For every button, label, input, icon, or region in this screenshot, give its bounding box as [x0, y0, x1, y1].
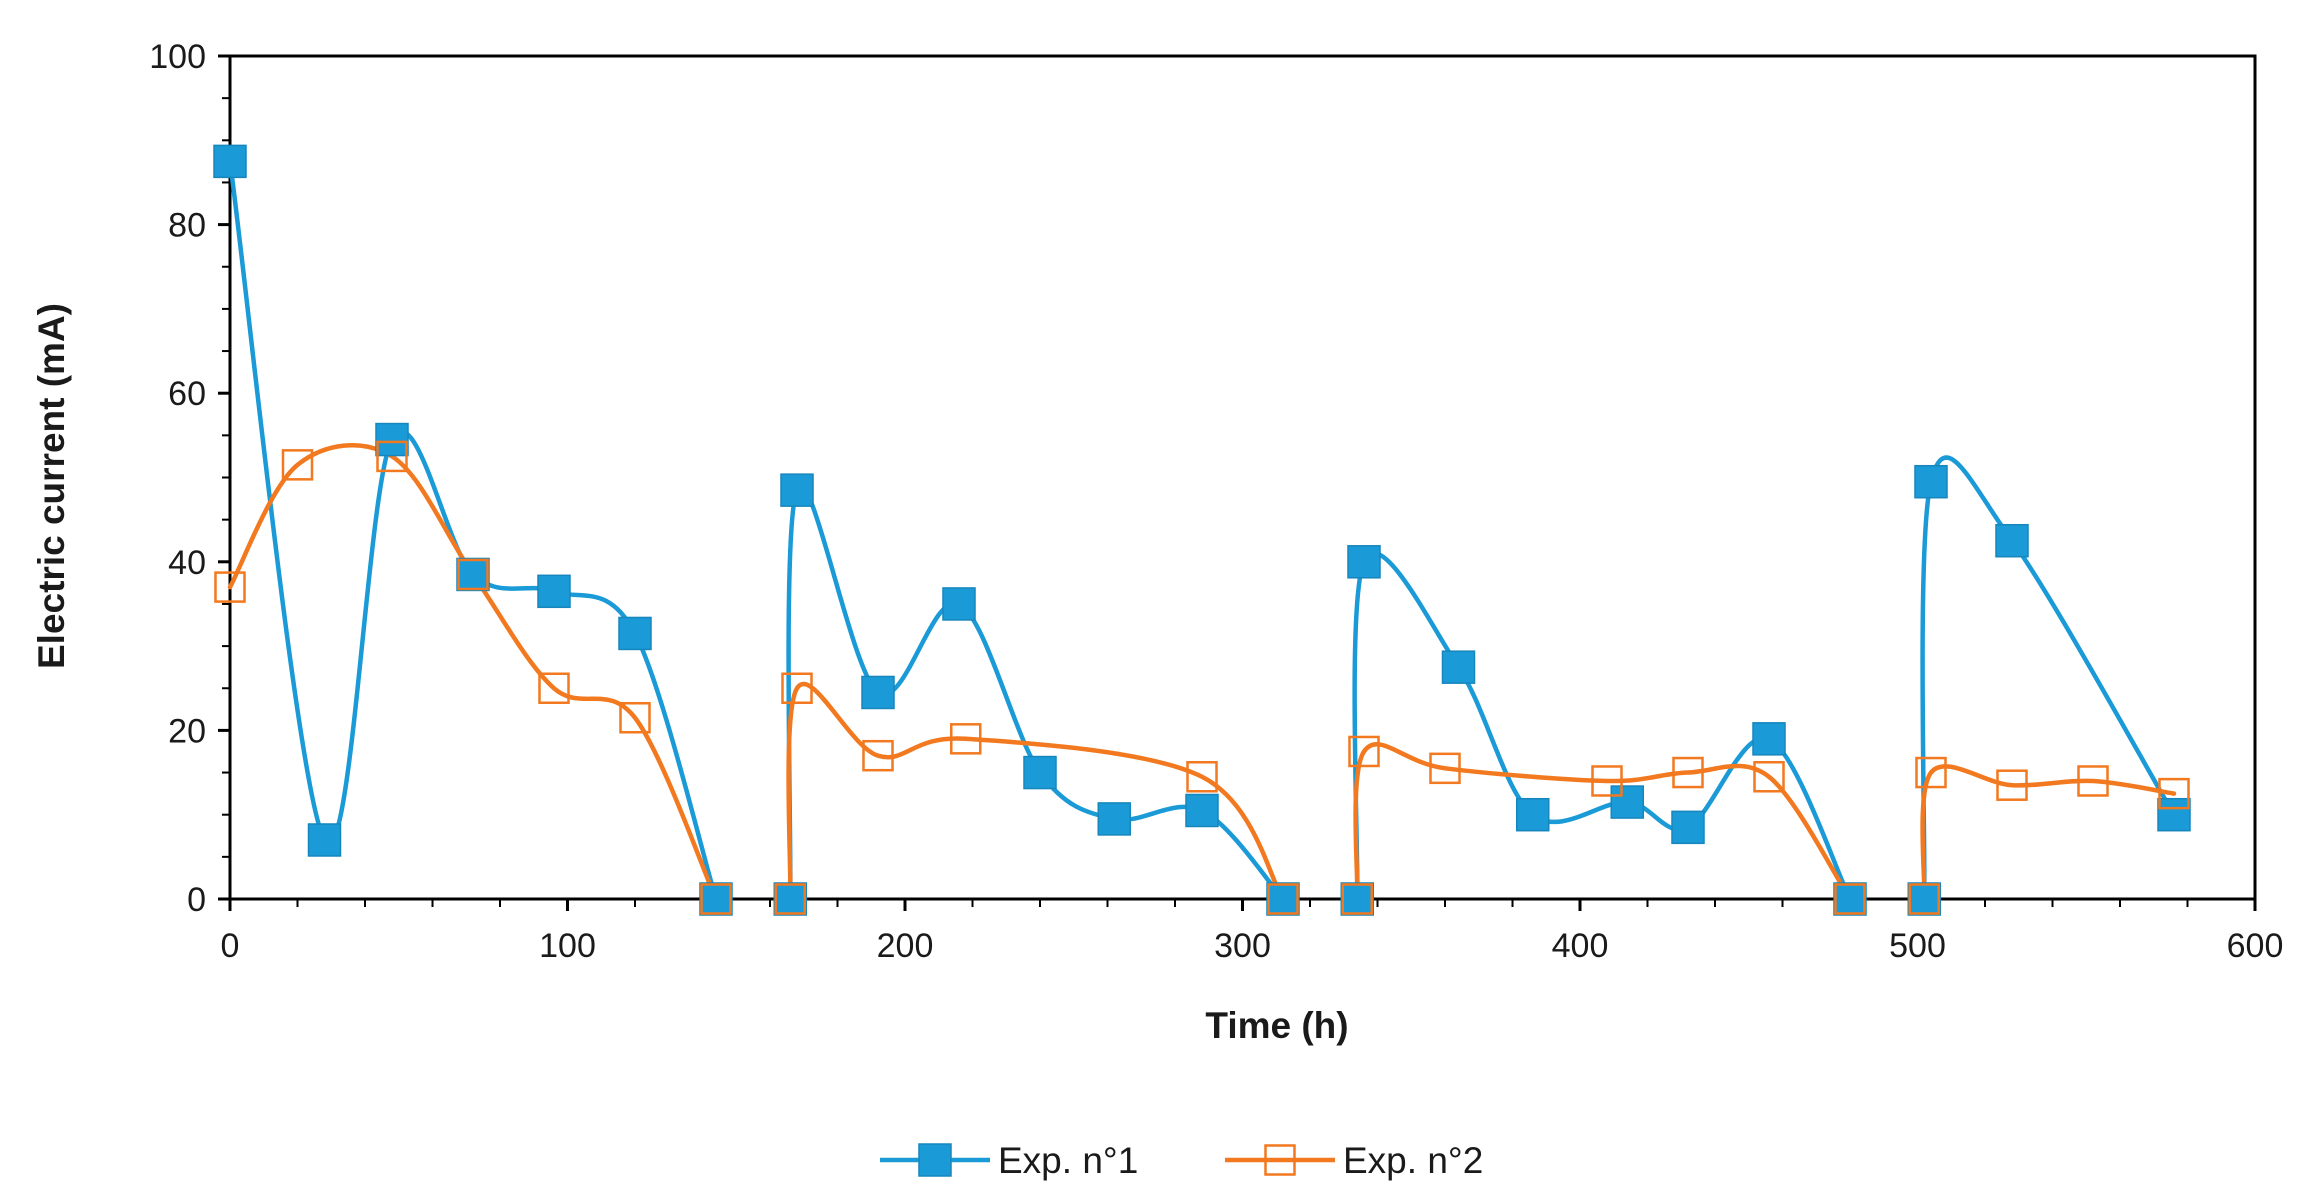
- marker-exp-n-1: [1671, 810, 1705, 845]
- marker-exp-n-2: [2077, 765, 2109, 797]
- marker-exp-n-1: [1340, 882, 1374, 916]
- marker-exp-n-2: [1834, 883, 1866, 915]
- x-tick-label: 300: [1214, 927, 1271, 965]
- marker-exp-n-2: [1267, 883, 1299, 915]
- marker-exp-n-2: [2158, 777, 2190, 810]
- marker-exp-n-1: [1023, 755, 1057, 790]
- marker-exp-n-2: [1753, 761, 1785, 793]
- marker-exp-n-1: [942, 587, 976, 621]
- marker-exp-n-2: [950, 723, 982, 755]
- marker-exp-n-2: [862, 739, 894, 772]
- x-tick-label: 600: [2227, 927, 2284, 965]
- marker-exp-n-2: [1348, 735, 1380, 768]
- marker-exp-n-1: [1833, 882, 1867, 916]
- series-line-exp-n-2: [786, 681, 1286, 902]
- x-tick-label: 400: [1552, 927, 1609, 965]
- y-tick-label: 80: [168, 207, 206, 245]
- marker-exp-n-1: [1097, 802, 1131, 836]
- marker-exp-n-1: [618, 616, 652, 651]
- x-tick-label: 200: [877, 927, 934, 965]
- marker-exp-n-1: [537, 574, 571, 609]
- marker-exp-n-1: [1995, 523, 2029, 558]
- y-axis-title: Electric current (mA): [31, 303, 72, 669]
- marker-exp-n-2: [1429, 752, 1461, 785]
- series-line-exp-n-1: [1920, 455, 2177, 902]
- marker-exp-n-1: [861, 675, 895, 710]
- y-tick-label: 60: [168, 375, 206, 413]
- y-tick-label: 40: [168, 544, 206, 582]
- marker-exp-n-1: [1185, 793, 1219, 828]
- series-line-exp-n-2: [1353, 742, 1853, 902]
- marker-exp-n-2: [376, 440, 408, 473]
- marker-exp-n-1: [780, 473, 814, 507]
- x-tick-label: 100: [539, 927, 596, 965]
- marker-exp-n-2: [457, 558, 489, 591]
- marker-exp-n-2: [1591, 765, 1623, 797]
- marker-exp-n-2: [1186, 761, 1218, 793]
- marker-exp-n-1: [773, 882, 807, 916]
- marker-exp-n-1: [456, 557, 490, 592]
- marker-exp-n-2: [700, 883, 732, 915]
- marker-exp-n-2: [1672, 756, 1704, 789]
- x-tick-label: 500: [1889, 927, 1946, 965]
- marker-exp-n-2: [774, 883, 806, 915]
- marker-exp-n-1: [1914, 464, 1948, 499]
- marker-exp-n-2: [214, 571, 246, 603]
- y-tick-label: 20: [168, 712, 206, 750]
- marker-exp-n-1: [375, 422, 409, 457]
- x-tick-label: 0: [221, 927, 240, 965]
- y-tick-label: 100: [149, 38, 206, 76]
- legend: Exp. n°1 Exp. n°2: [880, 1140, 1483, 1181]
- legend-marker-exp-n-2: [1264, 1144, 1296, 1176]
- legend-marker-exp-n-1: [918, 1143, 952, 1177]
- marker-exp-n-1: [1266, 882, 1300, 916]
- x-axis-title: Time (h): [1205, 1005, 1348, 1046]
- marker-exp-n-1: [1516, 797, 1550, 832]
- marker-exp-n-2: [619, 702, 651, 734]
- marker-exp-n-2: [781, 672, 813, 704]
- y-tick-label: 0: [187, 881, 206, 919]
- marker-exp-n-1: [699, 882, 733, 916]
- marker-exp-n-2: [1996, 769, 2028, 801]
- legend-label-exp-n-1: Exp. n°1: [998, 1140, 1138, 1181]
- marker-exp-n-2: [538, 672, 570, 704]
- marker-exp-n-1: [1441, 650, 1476, 684]
- marker-exp-n-2: [1908, 883, 1940, 915]
- marker-exp-n-1: [1752, 722, 1786, 756]
- marker-exp-n-1: [1907, 882, 1941, 916]
- marker-exp-n-1: [307, 823, 342, 857]
- marker-exp-n-2: [281, 449, 314, 481]
- marker-exp-n-1: [1347, 545, 1381, 579]
- marker-exp-n-1: [1610, 785, 1644, 819]
- marker-exp-n-2: [1341, 883, 1373, 915]
- series-line-exp-n-2: [1920, 764, 2177, 902]
- marker-exp-n-1: [213, 144, 247, 179]
- legend-label-exp-n-2: Exp. n°2: [1343, 1140, 1483, 1181]
- marker-exp-n-2: [1915, 756, 1947, 789]
- marker-exp-n-1: [2157, 797, 2191, 832]
